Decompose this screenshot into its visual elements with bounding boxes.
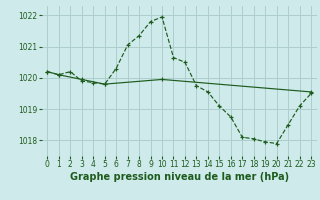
X-axis label: Graphe pression niveau de la mer (hPa): Graphe pression niveau de la mer (hPa) xyxy=(70,172,289,182)
